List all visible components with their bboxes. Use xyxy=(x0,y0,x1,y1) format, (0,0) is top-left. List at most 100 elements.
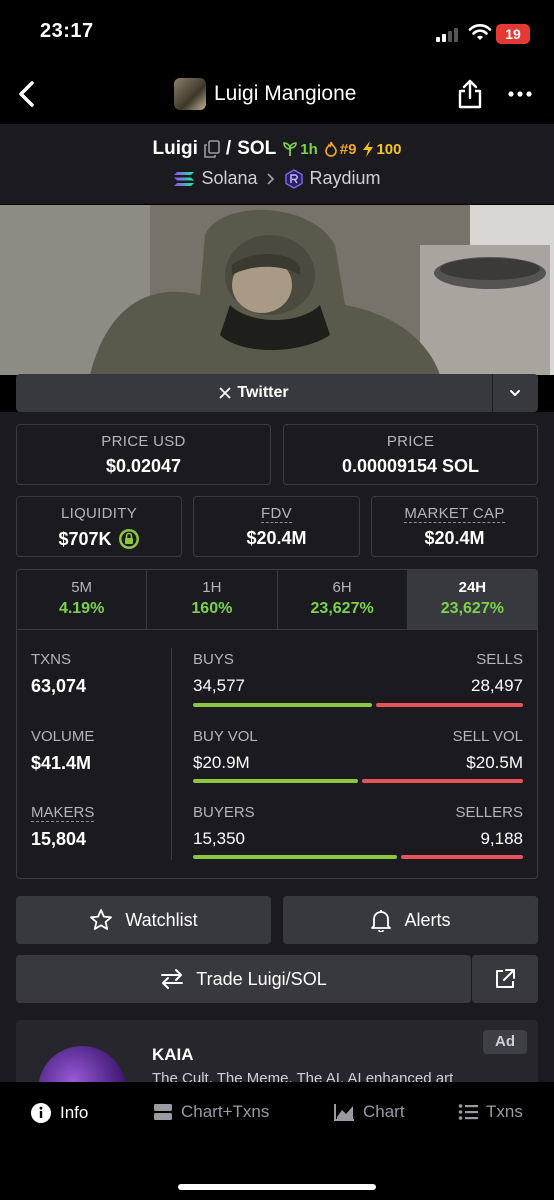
buys-sells-ratio-bar xyxy=(193,703,523,707)
tab-1h[interactable]: 1H 160% xyxy=(147,570,278,629)
txns-label: TXNS xyxy=(31,651,72,668)
pair-base: Luigi xyxy=(152,138,198,159)
tab-24h[interactable]: 24H 23,627% xyxy=(407,570,537,629)
sell-vol-label: SELL VOL xyxy=(452,728,523,745)
info-icon xyxy=(31,1103,51,1123)
buy-vol-label: BUY VOL xyxy=(193,728,258,745)
tab-txns[interactable]: Txns xyxy=(458,1102,523,1122)
volume-ratio-bar xyxy=(193,779,523,783)
sellers-value: 9,188 xyxy=(480,829,523,848)
sell-vol-value: $20.5M xyxy=(466,753,523,772)
pair-line: Luigi / SOL 1h #9 100 xyxy=(0,138,554,160)
market-cap-value: $20.4M xyxy=(424,528,485,548)
market-cap-card[interactable]: MARKET CAP $20.4M xyxy=(371,496,538,557)
timeframe-stats-box xyxy=(16,569,538,879)
liquidity-value: $707K xyxy=(58,528,112,549)
twitter-divider xyxy=(492,374,493,412)
back-chevron-icon[interactable] xyxy=(14,78,40,110)
tab-info[interactable]: Info xyxy=(30,1102,88,1124)
tab-5m-label: 5M xyxy=(71,579,93,596)
makers-value: 15,804 xyxy=(31,829,87,849)
more-icon[interactable] xyxy=(506,82,534,106)
chart-icon xyxy=(334,1104,354,1121)
timeframe-tabs: 5M 4.19% 1H 160% 6H 23,627% 24H 23,627% xyxy=(17,570,537,630)
lock-icon[interactable] xyxy=(118,528,140,550)
liquidity-card: LIQUIDITY $707K xyxy=(16,496,182,557)
tab-1h-change: 160% xyxy=(191,600,233,617)
x-logo-icon xyxy=(219,387,231,399)
tab-5m[interactable]: 5M 4.19% xyxy=(17,570,148,629)
makers-label: MAKERS xyxy=(31,804,95,822)
tab-info-label: Info xyxy=(60,1103,89,1122)
sell-vol-bar xyxy=(362,779,523,783)
raydium-icon xyxy=(284,168,303,189)
chain-name[interactable]: Solana xyxy=(201,168,258,188)
trending-rank: #9 xyxy=(324,140,357,158)
battery-indicator: 19 xyxy=(496,24,530,44)
pair-age-value: 1h xyxy=(300,140,318,158)
open-external-button[interactable] xyxy=(472,955,538,1003)
trade-label: Trade Luigi/SOL xyxy=(196,968,327,989)
fdv-card[interactable]: FDV $20.4M xyxy=(193,496,360,557)
tab-chart[interactable]: Chart xyxy=(333,1102,405,1122)
chevron-right-icon xyxy=(266,172,274,185)
chevron-down-icon[interactable] xyxy=(505,384,525,402)
chain-breadcrumb: Solana Raydium xyxy=(0,168,554,189)
flame-icon xyxy=(324,141,337,157)
bell-icon xyxy=(371,910,392,932)
fdv-value: $20.4M xyxy=(246,528,307,548)
tab-chart-txns-label: Chart+Txns xyxy=(181,1102,270,1121)
price-usd-card: PRICE USD $0.02047 xyxy=(16,424,271,485)
liquidity-label: LIQUIDITY xyxy=(60,505,138,522)
bottom-tab-bar xyxy=(0,1082,554,1200)
boost-count-value: 100 xyxy=(376,140,402,158)
token-banner-image xyxy=(0,205,554,375)
copy-icon[interactable] xyxy=(204,140,220,158)
page-title: Luigi Mangione xyxy=(214,82,357,105)
alerts-label: Alerts xyxy=(404,909,451,930)
sellers-bar xyxy=(401,855,523,859)
market-cap-label: MARKET CAP xyxy=(404,505,505,523)
buyers-label: BUYERS xyxy=(193,804,255,821)
lightning-icon xyxy=(363,141,374,157)
swap-arrows-icon xyxy=(161,969,184,989)
buyers-ratio-bar xyxy=(193,855,523,859)
external-link-icon xyxy=(496,969,515,988)
price-usd-label: PRICE USD xyxy=(101,433,186,450)
tab-chart-label: Chart xyxy=(363,1102,405,1121)
buys-label: BUYS xyxy=(193,651,234,668)
fdv-label: FDV xyxy=(261,505,292,523)
trade-button[interactable]: Trade Luigi/SOL xyxy=(16,955,471,1003)
tab-6h-change: 23,627% xyxy=(310,600,374,617)
sells-label: SELLS xyxy=(476,651,523,668)
solana-icon xyxy=(174,171,195,186)
stats-divider xyxy=(171,648,172,860)
alerts-button[interactable]: Alerts xyxy=(283,896,538,944)
pair-separator: / xyxy=(225,138,232,159)
volume-label: VOLUME xyxy=(31,728,95,745)
watchlist-button[interactable]: Watchlist xyxy=(16,896,271,944)
split-icon xyxy=(154,1104,172,1120)
volume-value: $41.4M xyxy=(31,753,92,773)
dex-name[interactable]: Raydium xyxy=(309,168,381,188)
tab-chart-txns[interactable]: Chart+Txns xyxy=(153,1102,269,1122)
sellers-label: SELLERS xyxy=(455,804,523,821)
pair-quote: SOL xyxy=(237,138,277,159)
pair-header xyxy=(0,124,554,204)
token-avatar xyxy=(174,78,206,110)
ad-title: KAIA xyxy=(152,1045,194,1064)
tab-24h-label: 24H xyxy=(458,579,487,596)
star-icon xyxy=(90,909,113,930)
share-icon[interactable] xyxy=(456,78,484,110)
buys-value: 34,577 xyxy=(193,676,245,695)
trending-rank-value: #9 xyxy=(339,140,357,158)
price-native-card: PRICE 0.00009154 SOL xyxy=(283,424,538,485)
tab-6h[interactable]: 6H 23,627% xyxy=(278,570,408,629)
home-indicator xyxy=(178,1184,376,1190)
liquidity-row: $707K xyxy=(17,528,181,550)
twitter-button[interactable]: Twitter xyxy=(16,374,492,412)
buy-vol-value: $20.9M xyxy=(193,753,250,772)
nav-bar xyxy=(0,64,554,124)
tab-1h-label: 1H xyxy=(202,579,222,596)
buyers-bar xyxy=(193,855,397,859)
